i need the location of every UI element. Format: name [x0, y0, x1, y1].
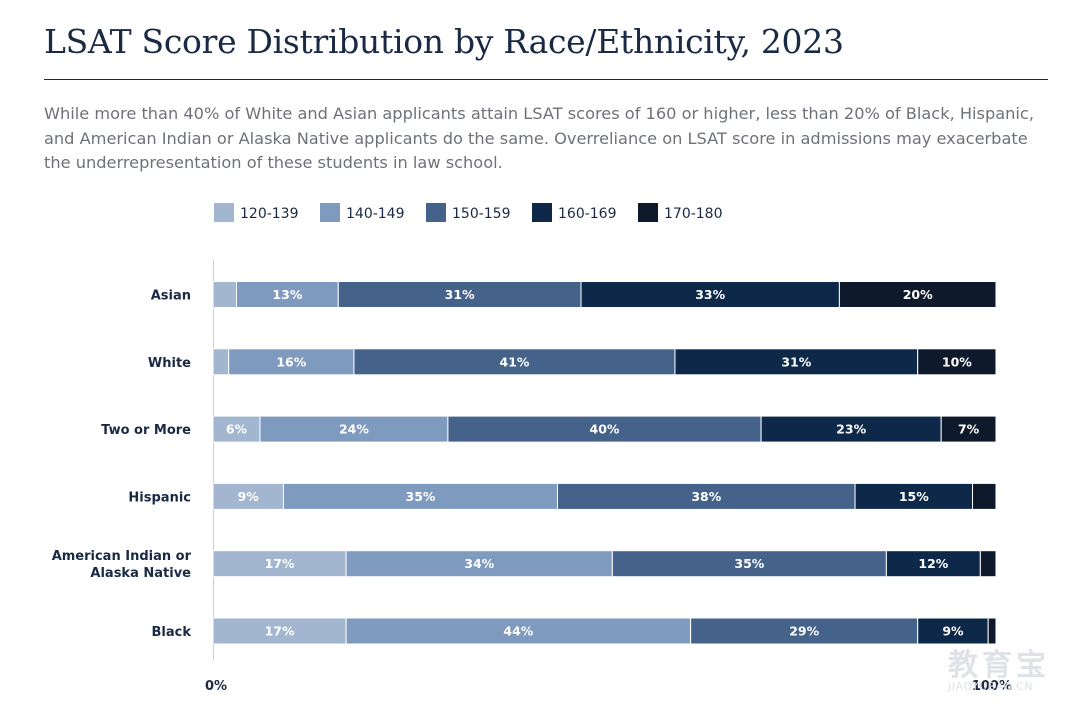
data-label: 34% [464, 556, 494, 571]
data-label: 35% [734, 556, 764, 571]
chart-title: LSAT Score Distribution by Race/Ethnicit… [44, 22, 844, 61]
data-label: 40% [590, 422, 620, 437]
bar-segment [212, 281, 237, 308]
data-label: 12% [918, 556, 948, 571]
bar-segment [212, 617, 347, 645]
bar-segment [337, 281, 582, 308]
legend-swatch [638, 203, 658, 222]
data-label: 7% [958, 422, 980, 437]
data-label: 17% [265, 556, 295, 571]
category-label: Two or More [101, 423, 191, 438]
bar-segment [972, 482, 997, 510]
legend-swatch [320, 203, 340, 222]
legend-label: 170-180 [664, 206, 723, 222]
bar-segment [854, 482, 974, 510]
data-label: 23% [836, 422, 866, 437]
category-label: Alaska Native [90, 566, 191, 581]
data-label: 41% [499, 354, 529, 369]
bar-segment [212, 348, 230, 376]
bar-segment [212, 482, 284, 510]
bar-segment [557, 482, 856, 510]
bar-segment [353, 348, 676, 376]
title-divider [44, 79, 1048, 80]
category-label: Hispanic [128, 490, 191, 505]
bar-segment [212, 550, 347, 578]
bar-segment [917, 617, 989, 645]
bar-segment [690, 617, 919, 645]
bar-segment [611, 550, 887, 578]
bar-segment [282, 482, 559, 510]
category-label: Asian [151, 289, 191, 304]
data-label: 35% [406, 489, 436, 504]
category-label: White [148, 356, 191, 371]
data-label: 6% [226, 422, 248, 437]
bar-segment [838, 281, 997, 308]
data-label: 17% [265, 624, 295, 639]
data-label: 31% [445, 287, 475, 302]
data-label: 33% [695, 287, 725, 302]
bar-segment [917, 348, 997, 376]
category-label: Black [152, 625, 192, 640]
bar-segment [940, 415, 997, 443]
bar-segment [979, 550, 997, 578]
data-label: 10% [942, 354, 972, 369]
x-tick-label: 0% [205, 679, 227, 694]
watermark-logo: 教育宝 [948, 648, 1050, 683]
legend-swatch [214, 203, 234, 222]
data-label: 31% [781, 354, 811, 369]
data-label: 20% [903, 287, 933, 302]
watermark-url: JIAOYUBAO.CN [948, 680, 1034, 693]
legend-label: 140-149 [346, 206, 405, 222]
data-label: 15% [899, 489, 929, 504]
data-label: 44% [503, 624, 533, 639]
watermark: 教育宝 JIAOYUBAO.CN [948, 640, 1050, 693]
data-label: 38% [691, 489, 721, 504]
legend-swatch [426, 203, 446, 222]
category-label: American Indian or [52, 549, 192, 564]
data-label: 16% [276, 354, 306, 369]
data-label: 9% [942, 624, 964, 639]
bar-segment [885, 550, 981, 578]
data-label: 9% [238, 489, 260, 504]
x-tick-label: 100% [972, 679, 1012, 694]
legend-label: 160-169 [558, 206, 617, 222]
bar-segment [760, 415, 942, 443]
legend-swatch [532, 203, 552, 222]
bar-segment [345, 550, 613, 578]
bar-segment [259, 415, 449, 443]
data-label: 24% [339, 422, 369, 437]
chart-subtitle: While more than 40% of White and Asian a… [44, 104, 1034, 172]
data-label: 13% [272, 287, 302, 302]
bar-segment [987, 617, 997, 645]
legend-label: 150-159 [452, 206, 511, 222]
bar-segment [235, 281, 339, 308]
legend-label: 120-139 [240, 206, 299, 222]
data-label: 29% [789, 624, 819, 639]
bar-segment [345, 617, 692, 645]
